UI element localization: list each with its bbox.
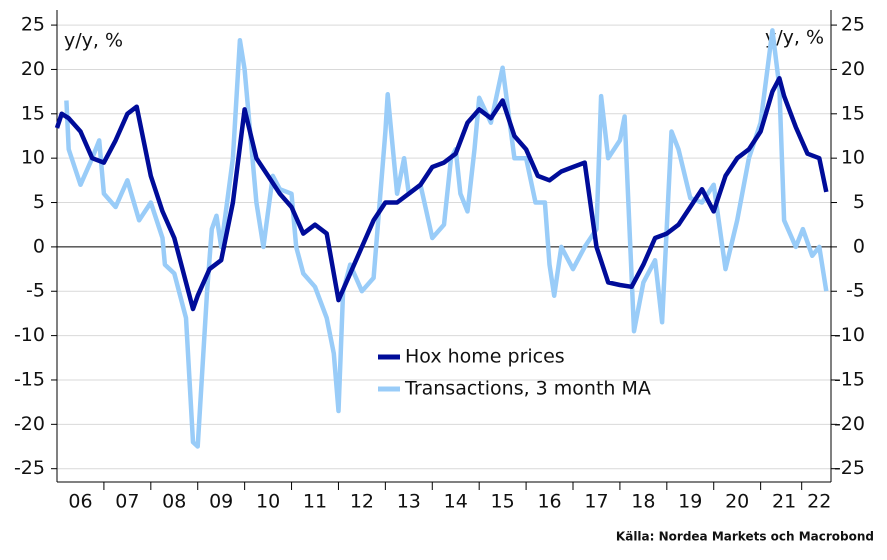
y-tick-label: 20 xyxy=(21,58,45,80)
x-tick-label: 11 xyxy=(303,491,327,513)
y2-tick-label: 0 xyxy=(853,235,865,257)
y-tick-label: -10 xyxy=(14,324,45,346)
x-tick-label: 17 xyxy=(584,491,608,513)
y2-tick-label: 5 xyxy=(853,191,865,213)
x-tick-label: 22 xyxy=(807,491,831,513)
y2-tick-label: 25 xyxy=(841,14,865,36)
y2-axis-label: y/y, % xyxy=(765,27,824,49)
y2-tick-label: 20 xyxy=(841,58,865,80)
y-tick-label: 5 xyxy=(33,191,45,213)
series-line xyxy=(54,76,829,312)
x-tick-label: 13 xyxy=(397,491,421,513)
x-tick-label: 20 xyxy=(725,491,749,513)
x-tick-label: 18 xyxy=(631,491,655,513)
y-tick-label: 0 xyxy=(33,235,45,257)
x-tick-label: 15 xyxy=(491,491,515,513)
y-tick-label: 15 xyxy=(21,102,45,124)
x-tick-label: 06 xyxy=(68,491,92,513)
x-tick-label: 21 xyxy=(772,491,796,513)
y-tick-label: 25 xyxy=(21,14,45,36)
x-tick-label: 12 xyxy=(350,491,374,513)
y2-tick-label: 15 xyxy=(841,102,865,124)
x-tick-label: 10 xyxy=(256,491,280,513)
x-tick-label: 16 xyxy=(537,491,561,513)
x-tick-label: 14 xyxy=(444,491,468,513)
y-tick-label: -25 xyxy=(14,457,45,479)
y-axis-label: y/y, % xyxy=(64,30,123,52)
x-tick-label: 09 xyxy=(209,491,233,513)
legend-label: Transactions, 3 month MA xyxy=(404,378,651,400)
y2-tick-label: -5 xyxy=(846,280,865,302)
source: Källa: Nordea Markets och Macrobond xyxy=(616,530,874,544)
x-tick-label: 08 xyxy=(162,491,186,513)
y-tick-label: -5 xyxy=(26,280,45,302)
x-tick-label: 19 xyxy=(678,491,702,513)
y2-tick-label: -25 xyxy=(834,457,865,479)
y2-tick-label: -15 xyxy=(834,368,865,390)
y2-tick-label: 10 xyxy=(841,147,865,169)
y2-tick-label: -20 xyxy=(834,413,865,435)
y-tick-label: -20 xyxy=(14,413,45,435)
x-tick-label: 07 xyxy=(115,491,139,513)
legend-label: Hox home prices xyxy=(405,346,565,368)
series-line xyxy=(64,28,829,449)
y-tick-label: -15 xyxy=(14,368,45,390)
y-tick-label: 10 xyxy=(21,147,45,169)
y2-tick-label: -10 xyxy=(834,324,865,346)
